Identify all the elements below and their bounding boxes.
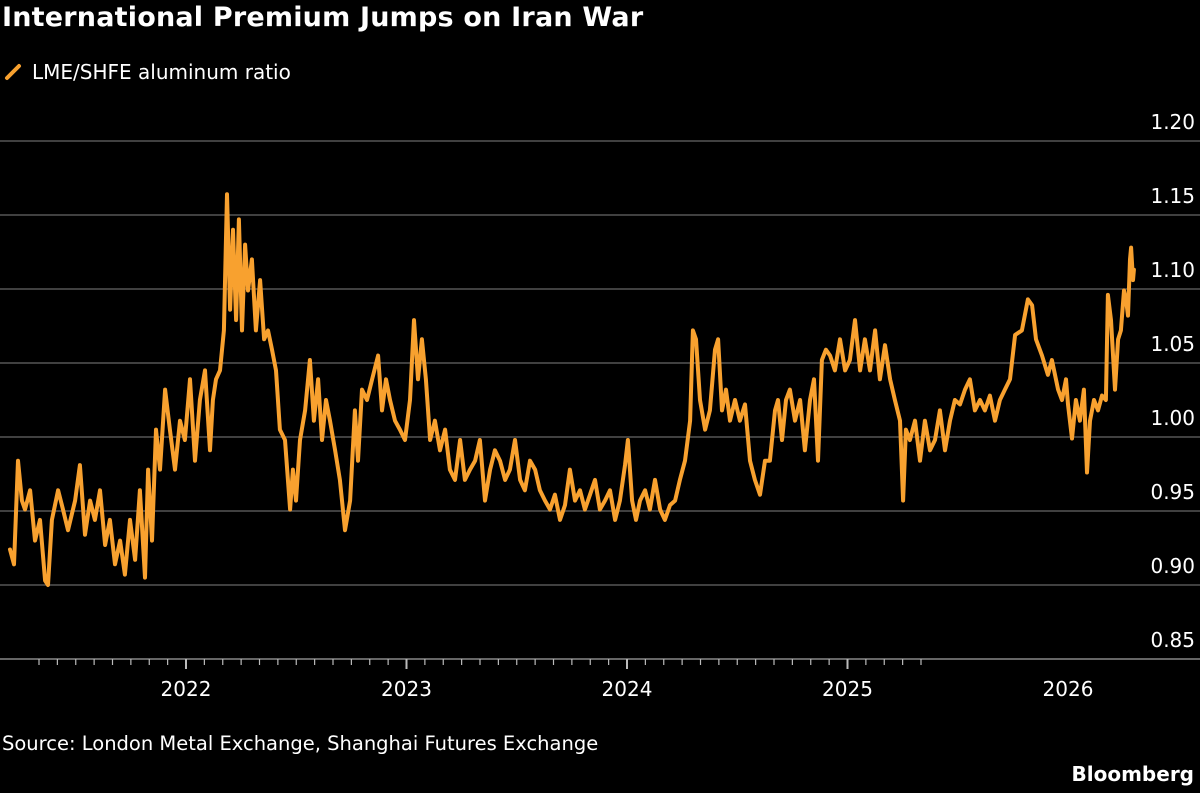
- y-tick-label: 0.90: [1150, 554, 1195, 578]
- y-tick-label: 1.00: [1150, 406, 1195, 430]
- x-tick-label: 2023: [381, 677, 432, 701]
- x-tick-label: 2026: [1043, 677, 1094, 701]
- legend-label: LME/SHFE aluminum ratio: [32, 60, 291, 84]
- legend: LME/SHFE aluminum ratio: [4, 60, 291, 84]
- legend-swatch-icon: [5, 64, 21, 80]
- x-tick-label: 2025: [822, 677, 873, 701]
- x-tick-label: 2024: [602, 677, 653, 701]
- y-tick-label: 0.95: [1150, 480, 1195, 504]
- y-tick-label: 1.15: [1150, 184, 1195, 208]
- y-tick-label: 1.05: [1150, 332, 1195, 356]
- y-tick-label: 1.20: [1150, 110, 1195, 134]
- source-note: Source: London Metal Exchange, Shanghai …: [2, 732, 599, 755]
- y-tick-label: 1.10: [1150, 258, 1195, 282]
- chart-title: International Premium Jumps on Iran War: [2, 2, 644, 33]
- y-tick-label: 0.85: [1150, 628, 1195, 652]
- series-line-lme-shfe-ratio: [8, 192, 1136, 587]
- bloomberg-logo: Bloomberg: [1071, 762, 1194, 786]
- x-tick-label: 2022: [161, 677, 212, 701]
